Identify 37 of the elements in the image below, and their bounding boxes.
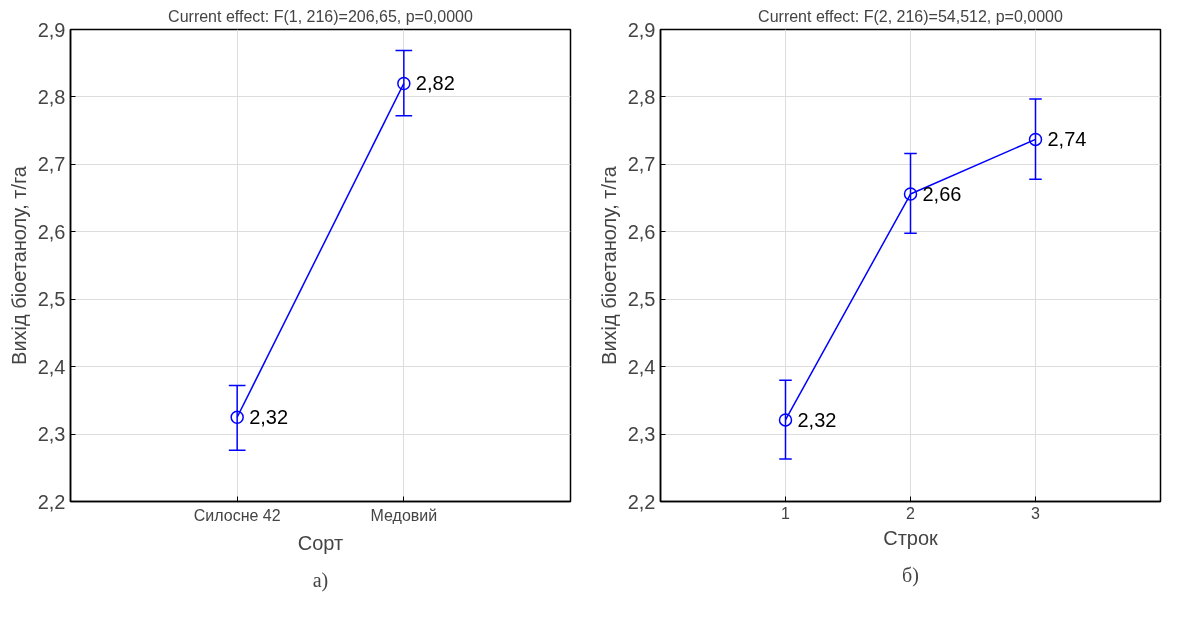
data-label: 2,32	[797, 408, 837, 431]
x-tick-label: 1	[781, 504, 791, 522]
text: б)	[902, 563, 919, 587]
y-tick-label: 2,8	[627, 85, 656, 108]
x-tick-label: 3	[1031, 504, 1041, 522]
data-label: 2,74	[1047, 128, 1087, 151]
y-tick-label: 2,6	[627, 220, 656, 243]
text: а)	[312, 568, 329, 592]
chart-title: Current effect: F(1, 216)=206,65, p=0,0000	[168, 7, 473, 25]
y-tick-label: 2,7	[627, 153, 656, 176]
data-label: 2,82	[415, 72, 455, 95]
y-axis-title: Вихід біоетанолу, т/га	[597, 165, 620, 365]
x-tick-label: Силосне 42	[193, 506, 281, 524]
y-tick-label: 2,9	[37, 18, 66, 41]
y-tick-label: 2,5	[37, 288, 66, 311]
y-tick-label: 2,7	[37, 153, 66, 176]
y-axis-title: Вихід біоетанолу, т/га	[7, 165, 30, 365]
y-tick-label: 2,9	[627, 18, 656, 41]
data-label: 2,32	[249, 406, 289, 429]
x-tick-label: 2	[906, 504, 916, 522]
point	[903, 187, 918, 201]
x-axis-title: Строк	[883, 526, 939, 549]
y-tick-label: 2,2	[627, 490, 656, 513]
point	[1028, 132, 1043, 147]
point	[778, 413, 793, 427]
y-tick-label: 2,4	[627, 355, 656, 378]
y-tick-label: 2,5	[627, 288, 656, 311]
x-axis-title: Сорт	[297, 531, 344, 554]
y-tick-label: 2,4	[37, 355, 66, 378]
y-tick-label: 2,2	[37, 490, 66, 513]
y-tick-label: 2,3	[37, 423, 66, 446]
chart-title: Current effect: F(2, 216)=54,512, p=0,0000	[758, 7, 1063, 25]
y-tick-label: 2,8	[37, 85, 66, 108]
y-tick-label: 2,6	[37, 220, 66, 243]
data-label: 2,66	[922, 183, 962, 206]
y-tick-label: 2,3	[627, 423, 656, 446]
x-tick-label: Медовий	[370, 506, 438, 524]
